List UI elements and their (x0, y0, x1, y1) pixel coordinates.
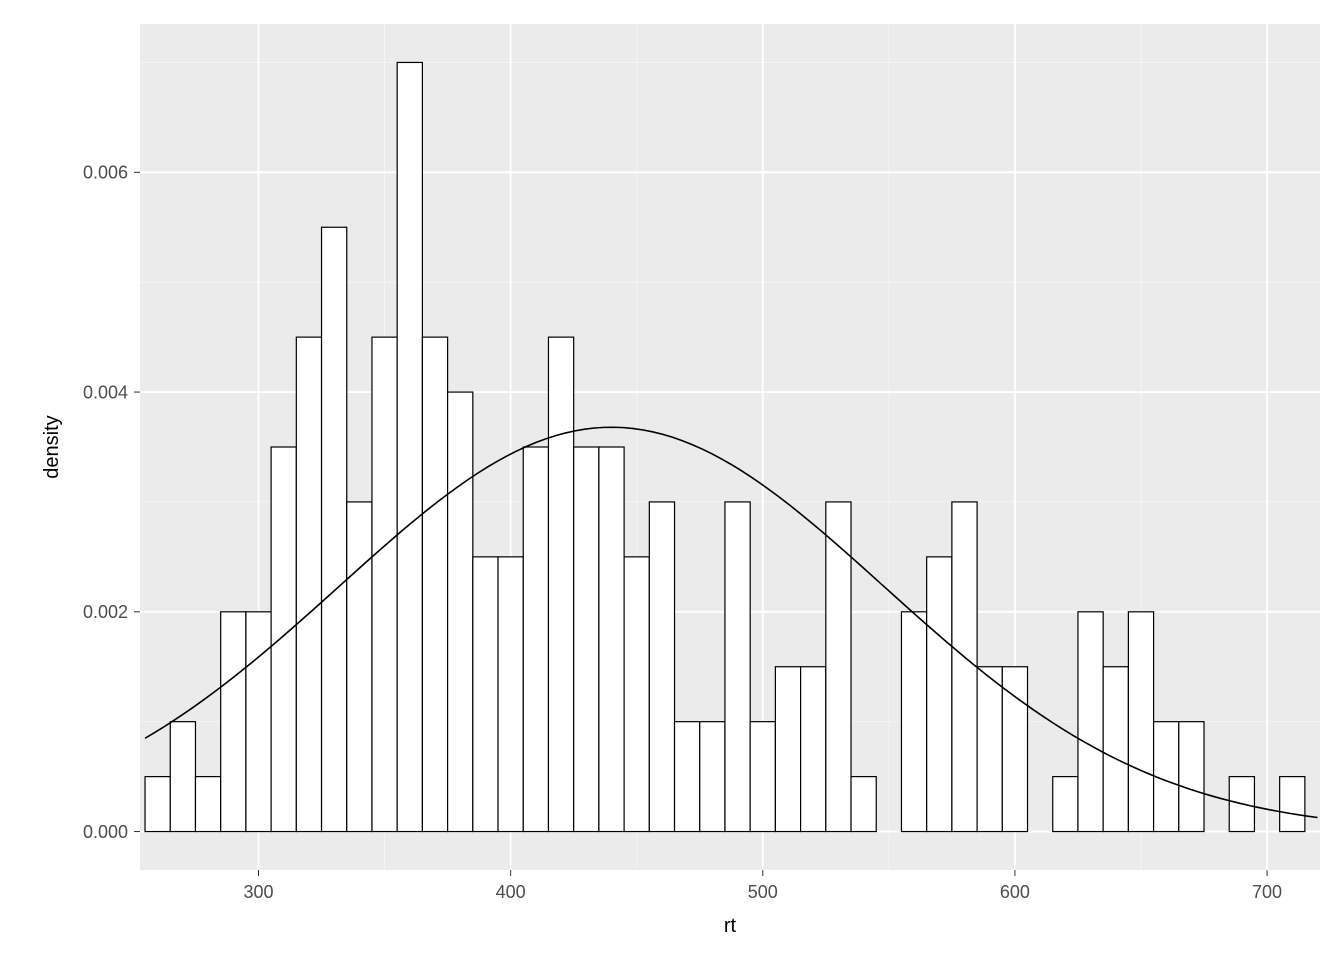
histogram-bar (624, 557, 649, 832)
histogram-bar (599, 447, 624, 832)
histogram-bar (725, 502, 750, 832)
y-axis-ticks: 0.000 0.002 0.004 0.006 (83, 163, 140, 842)
y-tick-label: 0.004 (83, 382, 128, 402)
histogram-bar (675, 722, 700, 832)
histogram-bar (750, 722, 775, 832)
histogram-bar (170, 722, 195, 832)
x-axis-label: rt (724, 915, 737, 937)
y-tick-label: 0.000 (83, 822, 128, 842)
histogram-bar (826, 502, 851, 832)
chart-container: 300400500600700 0.0000.0020.0040.006 rt … (0, 0, 1344, 960)
histogram-bar (422, 337, 447, 831)
histogram-bar (700, 722, 725, 832)
histogram-bar (1103, 667, 1128, 832)
histogram-bar (775, 667, 800, 832)
histogram-bar (1179, 722, 1204, 832)
histogram-bar (1128, 612, 1153, 832)
histogram-bar (448, 392, 473, 831)
histogram-bar (145, 777, 170, 832)
y-tick-label: 0.002 (83, 602, 128, 622)
histogram-bar (649, 502, 674, 832)
histogram-bar (246, 612, 271, 832)
histogram-bar (1280, 777, 1305, 832)
x-tick-label: 300 (243, 882, 273, 902)
histogram-bar (322, 227, 347, 831)
histogram-bar (195, 777, 220, 832)
histogram-bar (548, 337, 573, 831)
histogram-bar (473, 557, 498, 832)
histogram-bar (397, 62, 422, 831)
histogram-density-plot: 300400500600700 0.0000.0020.0040.006 rt … (0, 0, 1344, 960)
x-tick-label: 400 (496, 882, 526, 902)
histogram-bar (296, 337, 321, 831)
histogram-bar (221, 612, 246, 832)
histogram-bar (1002, 667, 1027, 832)
y-tick-label: 0.006 (83, 163, 128, 183)
histogram-bar (372, 337, 397, 831)
histogram-bar (851, 777, 876, 832)
histogram-bar (952, 502, 977, 832)
histogram-bar (927, 557, 952, 832)
histogram-bar (498, 557, 523, 832)
histogram-bar (977, 667, 1002, 832)
histogram-bar (574, 447, 599, 832)
x-axis-ticks: 300 400 500 600 700 (243, 870, 1282, 902)
histogram-bar (1053, 777, 1078, 832)
x-tick-label: 700 (1252, 882, 1282, 902)
x-tick-label: 500 (748, 882, 778, 902)
y-axis-label: density (41, 415, 63, 478)
histogram-bar (1078, 612, 1103, 832)
histogram-bar (901, 612, 926, 832)
x-tick-label: 600 (1000, 882, 1030, 902)
histogram-bar (347, 502, 372, 832)
histogram-bar (523, 447, 548, 832)
histogram-bar (801, 667, 826, 832)
histogram-bar (271, 447, 296, 832)
